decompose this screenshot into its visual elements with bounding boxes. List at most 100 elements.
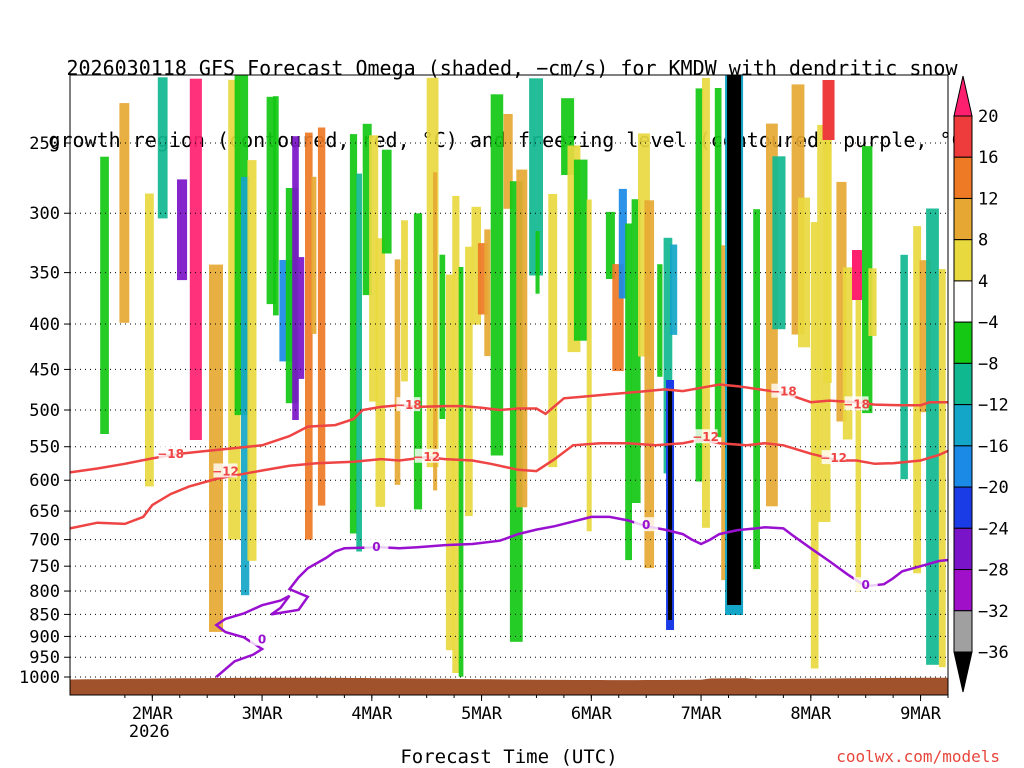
colorbar-label: 8: [978, 231, 988, 251]
omega-cell: [433, 172, 438, 491]
omega-cell: [900, 254, 908, 480]
y-tick-label: 300: [29, 204, 60, 224]
omega-cell: [638, 133, 650, 357]
omega-cell: [426, 77, 439, 468]
colorbar-swatch: [953, 486, 973, 529]
y-tick-label: 550: [29, 438, 60, 458]
y-tick-label: 750: [29, 557, 60, 577]
contour-label: −12: [692, 430, 719, 444]
omega-cell: [157, 77, 168, 219]
colorbar-label: −28: [978, 561, 1009, 581]
omega-cell: [356, 173, 362, 552]
omega-cell: [823, 93, 832, 383]
omega-cell: [851, 250, 862, 300]
x-tick-label: 5MAR: [461, 704, 503, 724]
y-tick-label: 400: [29, 315, 60, 335]
y-tick-label: 500: [29, 401, 60, 421]
omega-cell: [695, 88, 704, 482]
omega-cell: [305, 132, 313, 540]
omega-cell: [535, 231, 540, 294]
omega-cell: [439, 254, 446, 419]
colorbar-label: 12: [978, 189, 998, 209]
contour-layer: −18 −18 −18 −18 −12 −12 −12 −12 0 0 0 0: [69, 383, 949, 678]
y-tick-label: 650: [29, 502, 60, 522]
omega-cell: [842, 267, 853, 440]
contour-label-bg: [364, 538, 389, 553]
omega-cell: [484, 229, 491, 357]
omega-cell: [644, 200, 655, 569]
terrain-fill: [70, 677, 948, 695]
y-tick-label: 250: [29, 134, 60, 154]
contour-label: 0: [862, 578, 870, 592]
omega-cell: [798, 197, 810, 348]
site-credit[interactable]: coolwx.com/models: [836, 747, 1000, 766]
y-tick-label: 850: [29, 605, 60, 625]
contour-label-bg: [634, 517, 659, 532]
omega-cell: [477, 243, 488, 315]
colorbar-label: 16: [978, 148, 998, 168]
omega-cell: [413, 213, 423, 510]
colorbar-label: 20: [978, 107, 998, 127]
omega-cell: [573, 159, 588, 341]
contour-label-bg: [158, 446, 183, 461]
x-tick-label: 4MAR: [351, 704, 393, 724]
omega-shading-layer: [100, 75, 946, 677]
omega-cell: [670, 244, 678, 335]
colorbar-swatch: [953, 569, 973, 612]
contour-label: 0: [372, 540, 380, 554]
contour-line-0C: [214, 515, 949, 678]
omega-cell: [362, 123, 372, 296]
omega-cell: [317, 127, 326, 506]
x-tick-label: 9MAR: [900, 704, 942, 724]
colorbar-swatch: [953, 527, 973, 571]
contour-label-bg: [853, 577, 878, 592]
x-tick-sublabel: 2026: [129, 722, 170, 742]
omega-cell: [913, 226, 922, 574]
y-tick-label: 450: [29, 360, 60, 380]
colorbar-swatch: [953, 280, 973, 323]
y-tick-label: 900: [29, 627, 60, 647]
omega-cell: [657, 264, 663, 377]
y-tick-label: 950: [29, 648, 60, 668]
contour-line--18C: [69, 383, 948, 474]
chart-title-line1: 2026030118 GFS Forecast Omega (shaded, −…: [66, 56, 958, 80]
omega-cell: [241, 176, 250, 596]
colorbar-label: −4: [978, 313, 998, 333]
omega-cell: [862, 146, 873, 414]
contour-label: −18: [843, 397, 870, 411]
omega-cell: [631, 199, 641, 503]
omega-cell: [919, 260, 931, 413]
x-tick-label: 7MAR: [681, 704, 723, 724]
omega-cell: [586, 199, 592, 532]
colorbar-top-arrow: [953, 75, 973, 117]
omega-cell: [702, 77, 710, 528]
contour-label-bg: [396, 397, 421, 412]
x-tick-label: 8MAR: [790, 704, 832, 724]
omega-cell: [503, 114, 513, 209]
y-tick-label: 700: [29, 531, 60, 551]
colorbar-label: −12: [978, 396, 1009, 416]
colorbar-swatch: [953, 362, 973, 406]
terrain-layer: [70, 677, 948, 695]
contour-label-bg: [213, 463, 238, 478]
omega-cell: [926, 208, 939, 665]
contour-label: −18: [395, 398, 422, 412]
omega-cell: [458, 267, 464, 677]
omega-cell: [247, 160, 257, 561]
omega-cell: [401, 220, 408, 382]
colorbar-label: −32: [978, 602, 1009, 622]
colorbar-swatch: [953, 404, 973, 447]
omega-cell: [375, 238, 386, 507]
omega-cell: [145, 193, 154, 487]
y-tick-label: 600: [29, 471, 60, 491]
omega-cell: [292, 136, 299, 420]
omega-cell: [516, 169, 528, 508]
omega-cell: [189, 78, 202, 440]
contour-label-bg: [821, 450, 846, 465]
omega-cell: [177, 179, 188, 281]
contour-label: 0: [258, 633, 266, 647]
colorbar-label: 4: [978, 272, 988, 292]
omega-cell: [612, 264, 624, 372]
contour-label-bg: [771, 383, 796, 398]
